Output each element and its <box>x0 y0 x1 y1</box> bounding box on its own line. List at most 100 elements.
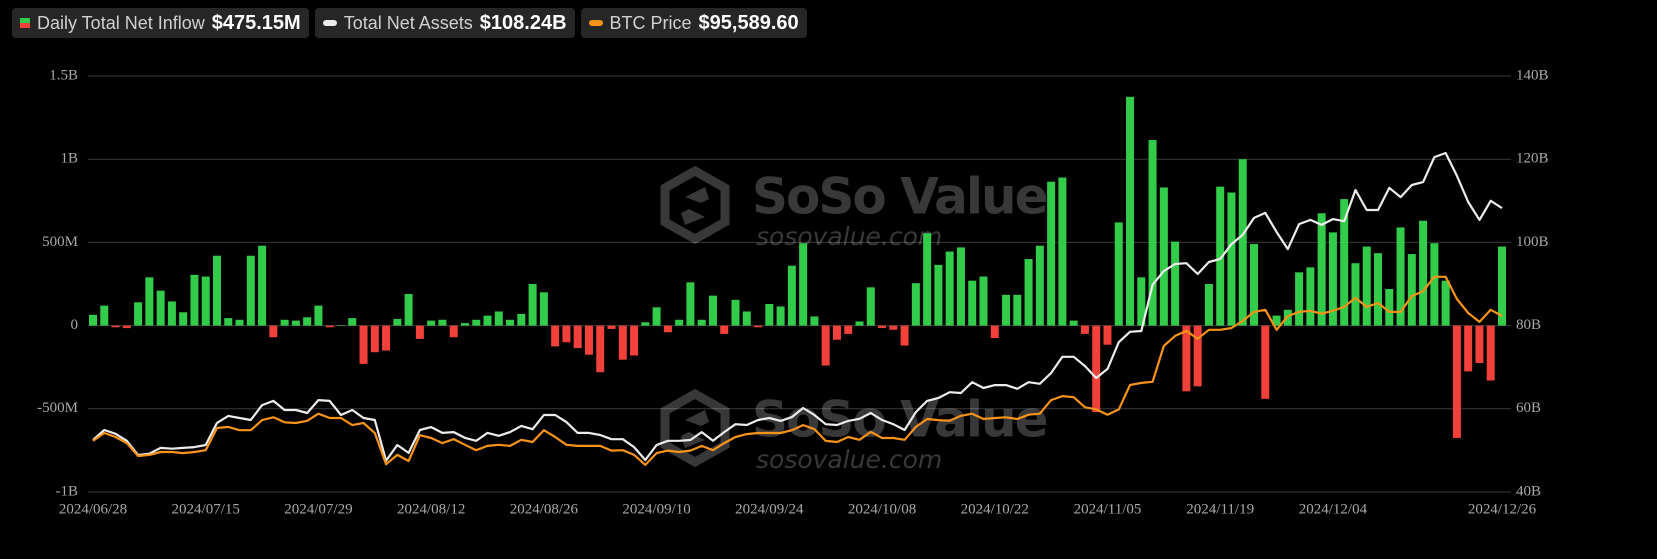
bar <box>618 325 627 360</box>
x-tick-label: 2024/09/24 <box>735 501 804 517</box>
bar <box>100 305 109 326</box>
x-tick-label: 2024/11/19 <box>1186 501 1254 517</box>
x-tick-label: 2024/10/22 <box>961 501 1029 517</box>
bar <box>1441 280 1450 326</box>
y-tick-label: 0 <box>71 317 79 333</box>
watermark-logo <box>660 165 730 245</box>
plot <box>89 96 1506 466</box>
bar <box>1047 181 1056 326</box>
bar <box>280 319 289 326</box>
bar <box>686 282 695 326</box>
bar <box>799 243 808 326</box>
bar <box>179 312 188 326</box>
legend-swatch <box>588 20 603 26</box>
bar <box>1035 245 1044 326</box>
bar <box>167 301 176 326</box>
bar <box>1080 325 1089 334</box>
bar <box>460 323 469 326</box>
x-tick-label: 2024/08/12 <box>397 501 465 517</box>
bar <box>641 322 650 326</box>
bar <box>393 318 402 326</box>
bar <box>438 319 447 326</box>
bar <box>483 315 492 326</box>
legend-label: Total Net Assets <box>343 12 473 33</box>
bar <box>1464 325 1473 372</box>
bar <box>449 325 458 338</box>
legend-swatch <box>322 20 337 26</box>
line <box>92 275 1503 466</box>
bar <box>1227 192 1236 326</box>
bar <box>855 321 864 326</box>
bar <box>1159 187 1168 326</box>
bar <box>1069 320 1078 326</box>
bar <box>810 316 819 326</box>
bar <box>1498 246 1506 326</box>
bar <box>1475 325 1484 364</box>
bar <box>708 295 717 326</box>
bar <box>145 277 154 326</box>
bar <box>1238 159 1247 326</box>
bar <box>663 325 672 333</box>
legend-swatch <box>20 18 30 28</box>
x-tick-label: 2024/12/04 <box>1299 501 1368 517</box>
bar <box>630 325 639 356</box>
x-tick-label: 2024/07/29 <box>284 501 352 517</box>
y2-tick-label: 60B <box>1516 400 1541 416</box>
y-tick-label: -500M <box>37 400 78 416</box>
y2-tick-label: 100B <box>1516 234 1549 250</box>
bar <box>979 276 988 326</box>
x-tick-label: 2024/12/26 <box>1468 501 1537 517</box>
bar <box>258 245 267 326</box>
grid <box>88 75 1508 493</box>
legend-value: $95,589.60 <box>698 11 799 34</box>
watermark: SoSo Value sosovalue.com SoSo Value soso… <box>660 165 1049 474</box>
bar <box>494 311 503 326</box>
bar <box>911 283 920 326</box>
y2-tick-label: 40B <box>1516 483 1541 499</box>
bar <box>1430 243 1439 326</box>
bar <box>122 325 131 329</box>
bar <box>1272 315 1281 326</box>
bar <box>1452 325 1461 438</box>
bar <box>325 325 334 328</box>
bar <box>652 307 661 326</box>
y-tick-label: 1B <box>60 151 78 167</box>
bar <box>235 319 244 326</box>
bar <box>212 255 221 326</box>
bar <box>1385 288 1394 326</box>
bar <box>224 318 233 326</box>
bar <box>415 325 424 339</box>
watermark-url: sosovalue.com <box>756 445 942 474</box>
legend-item: BTC Price $95,589.60 <box>580 8 807 38</box>
bar <box>1193 325 1202 387</box>
bar <box>517 313 526 326</box>
bar <box>1295 272 1304 326</box>
bar <box>832 325 841 340</box>
bar <box>111 325 120 328</box>
bar <box>1204 284 1213 326</box>
bar <box>956 247 965 326</box>
y2-tick-label: 140B <box>1516 67 1549 83</box>
bar <box>1317 213 1326 326</box>
y2-tick-label: 120B <box>1516 151 1549 167</box>
bar <box>878 325 887 329</box>
watermark-url: sosovalue.com <box>756 222 942 251</box>
bar <box>1374 253 1383 326</box>
legend-value: $108.24B <box>479 11 567 34</box>
bar <box>573 325 582 349</box>
bar <box>1362 246 1371 326</box>
bar <box>934 264 943 326</box>
bar <box>1092 325 1101 413</box>
bar <box>539 292 548 326</box>
bar <box>246 255 255 326</box>
bar <box>370 325 379 353</box>
legend-label: Daily Total Net Inflow <box>37 12 205 33</box>
bar <box>336 325 345 326</box>
bar <box>404 293 413 326</box>
bar <box>697 319 706 326</box>
bar <box>134 302 143 326</box>
bar <box>754 325 763 328</box>
y-tick-label: 1.5B <box>49 67 78 83</box>
x-tick-label: 2024/11/05 <box>1074 501 1142 517</box>
